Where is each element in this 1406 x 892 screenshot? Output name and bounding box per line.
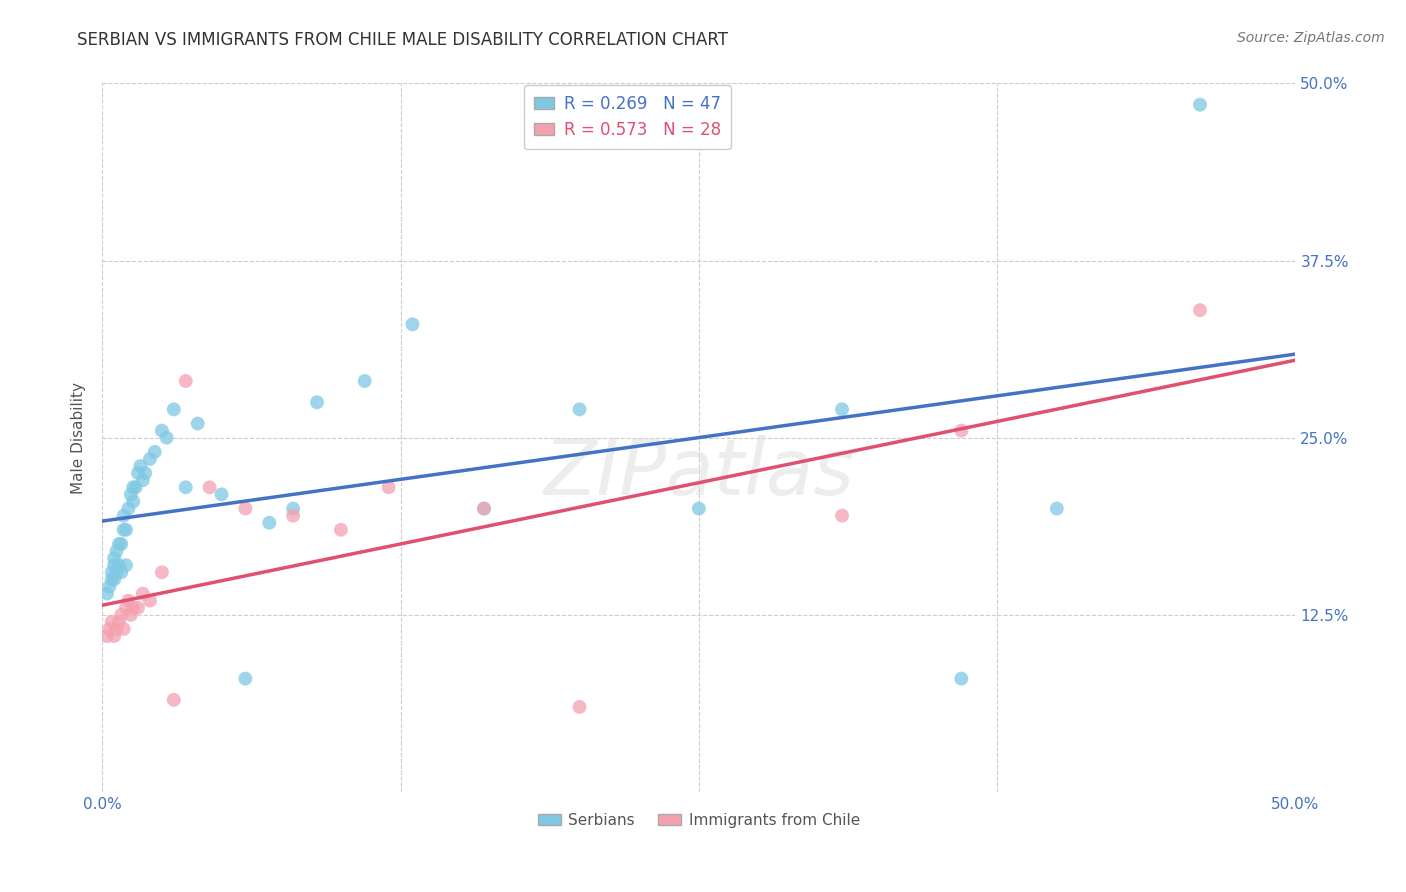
Point xyxy=(132,473,155,487)
Point xyxy=(96,629,118,643)
Point xyxy=(103,629,125,643)
Point xyxy=(156,431,179,445)
Point xyxy=(105,544,128,558)
Point xyxy=(124,480,146,494)
Point xyxy=(1046,501,1069,516)
Point xyxy=(105,622,128,636)
Point xyxy=(472,501,495,516)
Point xyxy=(163,693,186,707)
Point xyxy=(831,402,853,417)
Point xyxy=(108,537,131,551)
Point xyxy=(110,607,132,622)
Point xyxy=(122,600,145,615)
Point xyxy=(98,579,121,593)
Point xyxy=(112,622,135,636)
Point xyxy=(120,487,142,501)
Point xyxy=(281,501,304,516)
Point xyxy=(281,508,304,523)
Y-axis label: Male Disability: Male Disability xyxy=(72,382,86,493)
Point xyxy=(98,622,121,636)
Point xyxy=(401,318,423,332)
Point xyxy=(305,395,328,409)
Point xyxy=(150,566,173,580)
Point xyxy=(129,458,152,473)
Point xyxy=(115,600,138,615)
Legend: Serbians, Immigrants from Chile: Serbians, Immigrants from Chile xyxy=(531,806,866,834)
Point xyxy=(122,480,145,494)
Point xyxy=(143,445,166,459)
Point xyxy=(235,501,257,516)
Point xyxy=(100,566,122,580)
Point xyxy=(150,424,173,438)
Point xyxy=(112,508,135,523)
Point xyxy=(139,452,162,467)
Point xyxy=(127,466,149,480)
Point xyxy=(112,523,135,537)
Point xyxy=(108,558,131,573)
Point xyxy=(100,615,122,629)
Point xyxy=(163,402,186,417)
Point xyxy=(950,424,973,438)
Point xyxy=(187,417,209,431)
Point xyxy=(103,573,125,587)
Point xyxy=(174,480,197,494)
Point xyxy=(235,672,257,686)
Point xyxy=(1188,303,1211,318)
Point xyxy=(329,523,352,537)
Point xyxy=(259,516,281,530)
Text: Source: ZipAtlas.com: Source: ZipAtlas.com xyxy=(1237,31,1385,45)
Point xyxy=(120,607,142,622)
Point xyxy=(831,508,853,523)
Point xyxy=(103,551,125,566)
Point xyxy=(568,700,591,714)
Point xyxy=(377,480,399,494)
Point xyxy=(122,494,145,508)
Point xyxy=(117,593,139,607)
Point xyxy=(174,374,197,388)
Point xyxy=(132,586,155,600)
Point xyxy=(950,672,973,686)
Point xyxy=(134,466,156,480)
Point xyxy=(96,586,118,600)
Point xyxy=(115,523,138,537)
Point xyxy=(211,487,233,501)
Point xyxy=(472,501,495,516)
Point xyxy=(1188,97,1211,112)
Point xyxy=(108,615,131,629)
Point xyxy=(353,374,375,388)
Point xyxy=(105,566,128,580)
Point xyxy=(110,537,132,551)
Point xyxy=(103,558,125,573)
Point xyxy=(100,573,122,587)
Point xyxy=(198,480,221,494)
Point xyxy=(115,558,138,573)
Point xyxy=(688,501,710,516)
Text: SERBIAN VS IMMIGRANTS FROM CHILE MALE DISABILITY CORRELATION CHART: SERBIAN VS IMMIGRANTS FROM CHILE MALE DI… xyxy=(77,31,728,49)
Point xyxy=(568,402,591,417)
Point xyxy=(117,501,139,516)
Point xyxy=(127,600,149,615)
Text: ZIPatlas: ZIPatlas xyxy=(543,435,855,511)
Point xyxy=(110,566,132,580)
Point xyxy=(139,593,162,607)
